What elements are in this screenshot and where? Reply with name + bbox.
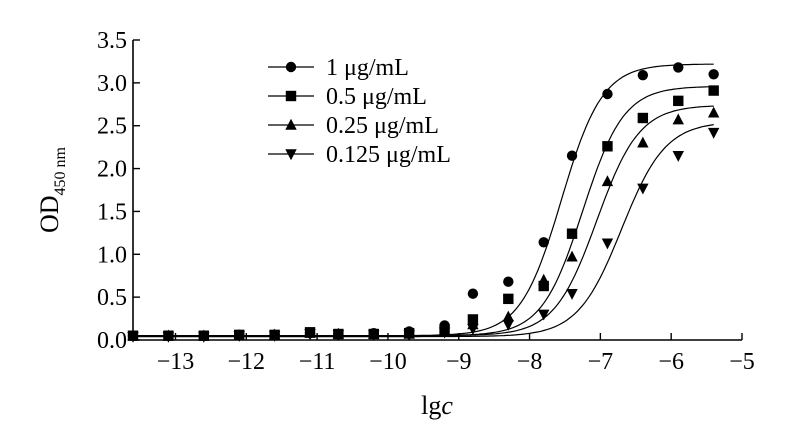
x-axis-title: lgc bbox=[421, 391, 453, 420]
y-tick-label: 2.5 bbox=[97, 114, 127, 140]
data-point-series-0 bbox=[637, 69, 649, 81]
data-point-series-3 bbox=[637, 183, 649, 195]
data-point-series-2 bbox=[672, 113, 684, 125]
x-tick-label: −10 bbox=[369, 349, 407, 375]
plot-area bbox=[132, 40, 742, 341]
data-point-series-0 bbox=[708, 69, 719, 80]
data-point-series-0 bbox=[602, 88, 613, 100]
y-tick-label: 0.5 bbox=[97, 285, 127, 311]
data-point-series-2 bbox=[502, 310, 515, 322]
data-point-series-2 bbox=[601, 175, 614, 187]
y-tick-label: 2.0 bbox=[97, 157, 127, 183]
fit-curve-2 bbox=[133, 105, 714, 337]
x-tick-label: −11 bbox=[299, 349, 336, 375]
data-point-series-2 bbox=[566, 250, 578, 262]
legend-label: 0.5 μg/mL bbox=[326, 84, 427, 110]
data-point-series-3 bbox=[233, 331, 245, 342]
fit-curve-3 bbox=[133, 124, 714, 338]
data-point-series-3 bbox=[566, 289, 578, 300]
legend-marker bbox=[285, 118, 297, 130]
y-tick-label: 0.0 bbox=[97, 328, 127, 354]
data-point-series-3 bbox=[368, 330, 380, 342]
legend-label: 0.25 μg/mL bbox=[326, 113, 439, 139]
data-point-series-3 bbox=[538, 309, 550, 321]
data-point-series-1 bbox=[503, 293, 514, 305]
x-tick-label: −8 bbox=[517, 349, 543, 375]
data-point-series-0 bbox=[503, 276, 514, 287]
data-point-series-3 bbox=[332, 330, 345, 342]
data-point-series-0 bbox=[673, 62, 684, 73]
data-point-series-1 bbox=[708, 85, 719, 96]
data-point-series-3 bbox=[162, 331, 175, 343]
x-tick-label: −5 bbox=[729, 349, 755, 375]
data-point-series-3 bbox=[707, 127, 720, 139]
x-ticks: −13 −12 −11 −10 −9 −8 −7 −6 −5 bbox=[157, 333, 755, 375]
data-point-series-3 bbox=[467, 324, 479, 336]
data-point-series-1 bbox=[538, 280, 549, 292]
data-point-series-0 bbox=[467, 288, 479, 299]
data-point-series-3 bbox=[198, 331, 210, 343]
data-point-series-3 bbox=[304, 329, 316, 341]
x-tick-label: −6 bbox=[658, 349, 684, 375]
data-point-series-1 bbox=[673, 95, 684, 107]
data-point-series-3 bbox=[403, 330, 415, 342]
data-point-series-0 bbox=[566, 150, 578, 161]
legend-marker bbox=[285, 61, 297, 73]
data-point-series-3 bbox=[268, 331, 281, 342]
data-point-series-1 bbox=[602, 141, 613, 152]
y-axis-title: OD450 nm bbox=[35, 146, 69, 233]
data-point-series-3 bbox=[601, 238, 614, 250]
fit-curves bbox=[133, 63, 714, 338]
y-ticks: 0.0 0.5 1.0 1.5 2.0 2.5 3.0 3.5 bbox=[97, 28, 140, 354]
y-tick-label: 3.5 bbox=[97, 28, 127, 54]
y-tick-label: 1.0 bbox=[97, 242, 127, 268]
data-point-series-1 bbox=[637, 112, 649, 124]
legend-label: 1 μg/mL bbox=[326, 55, 409, 81]
legend: 1 μg/mL 0.5 μg/mL 0.25 μg/mL 0.125 μg/mL bbox=[268, 55, 451, 168]
data-point-series-3 bbox=[502, 319, 515, 331]
legend-marker bbox=[285, 90, 297, 102]
legend-marker bbox=[285, 149, 297, 161]
data-point-series-0 bbox=[538, 237, 549, 248]
x-tick-label: −12 bbox=[228, 349, 266, 375]
data-point-series-3 bbox=[672, 151, 684, 162]
x-tick-label: −7 bbox=[588, 349, 614, 375]
data-point-series-2 bbox=[707, 106, 720, 118]
data-markers bbox=[127, 62, 720, 343]
y-tick-label: 1.5 bbox=[97, 199, 127, 225]
y-tick-label: 3.0 bbox=[97, 71, 127, 97]
data-point-series-3 bbox=[127, 331, 139, 343]
data-point-series-3 bbox=[438, 327, 451, 339]
x-tick-label: −13 bbox=[157, 349, 195, 375]
data-point-series-1 bbox=[566, 228, 578, 239]
data-point-series-2 bbox=[637, 136, 649, 148]
x-tick-label: −9 bbox=[446, 349, 472, 375]
legend-label: 0.125 μg/mL bbox=[326, 142, 451, 168]
data-point-series-2 bbox=[538, 273, 550, 285]
